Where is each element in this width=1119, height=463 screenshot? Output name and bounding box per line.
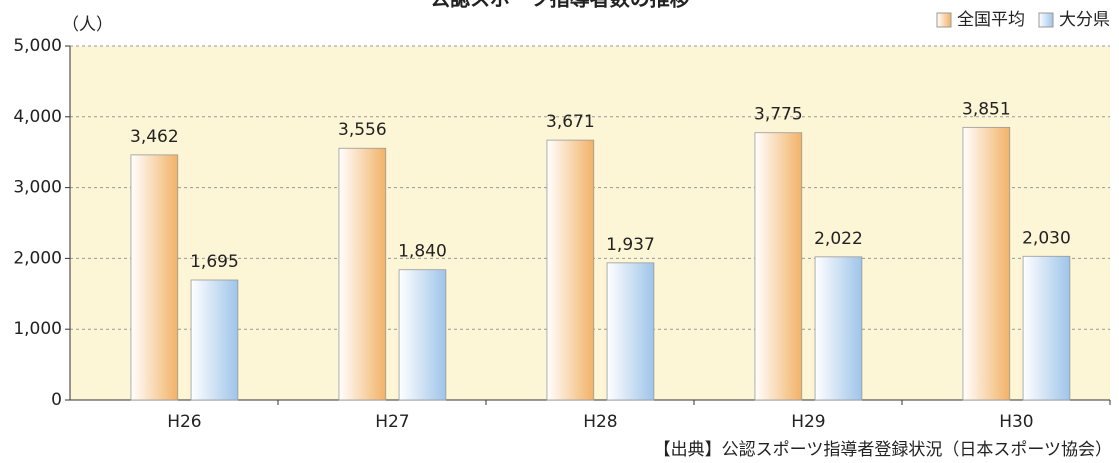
bar xyxy=(962,126,1011,401)
y-tick-label: 1,000 xyxy=(13,319,62,339)
x-tick-label: H28 xyxy=(583,412,617,432)
y-tick-label: 5,000 xyxy=(13,36,62,56)
legend-swatch xyxy=(936,12,952,28)
bar xyxy=(546,139,595,401)
source-note: 【出典】公認スポーツ指導者登録状況（日本スポーツ協会） xyxy=(654,440,1112,460)
value-label: 1,840 xyxy=(398,242,447,262)
legend-swatch xyxy=(1038,12,1054,28)
y-tick-label: 3,000 xyxy=(13,178,62,198)
x-tick-label: H29 xyxy=(791,412,825,432)
bar xyxy=(814,256,863,401)
y-tick-label: 2,000 xyxy=(13,248,62,268)
value-label: 2,022 xyxy=(814,229,863,249)
value-label: 1,695 xyxy=(190,252,239,272)
y-unit: （人） xyxy=(62,15,113,35)
y-tick-label: 4,000 xyxy=(13,107,62,127)
value-label: 3,462 xyxy=(130,127,179,147)
bar xyxy=(130,154,179,401)
value-label: 3,556 xyxy=(338,120,387,140)
bar xyxy=(398,269,447,401)
value-label: 2,030 xyxy=(1022,228,1071,248)
y-tick-label: 0 xyxy=(51,390,62,410)
x-tick-label: H30 xyxy=(999,412,1033,432)
value-label: 1,937 xyxy=(606,235,655,255)
value-label: 3,851 xyxy=(962,99,1011,119)
chart-title: 公認スポーツ指導者数の推移 xyxy=(430,0,690,11)
legend-label: 大分県 xyxy=(1059,10,1110,30)
value-label: 3,775 xyxy=(754,105,803,125)
legend-label: 全国平均 xyxy=(957,10,1025,30)
x-tick-label: H27 xyxy=(375,412,409,432)
bar xyxy=(1022,255,1071,401)
bar xyxy=(606,262,655,401)
x-tick-label: H26 xyxy=(167,412,201,432)
value-label: 3,671 xyxy=(546,112,595,132)
bar xyxy=(338,147,387,401)
bar xyxy=(754,132,803,401)
bar xyxy=(190,279,239,401)
